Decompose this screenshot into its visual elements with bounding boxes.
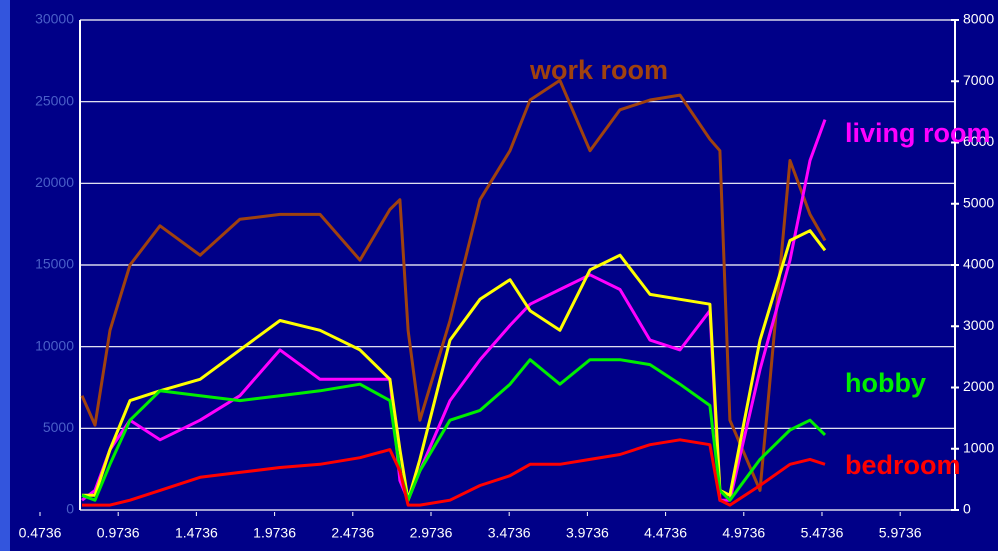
x-tick-label: 4.4736 [644,525,687,541]
y2-tick-label: 3000 [963,317,994,333]
y2-tick-label: 2000 [963,378,994,394]
y-tick-label: 0 [66,501,74,517]
series-label: work room [529,55,668,85]
y2-tick-label: 5000 [963,194,994,210]
y-tick-label: 20000 [35,174,74,190]
series-line [81,358,827,502]
series-label: hobby [845,368,926,398]
x-tick-label: 2.9736 [410,525,453,541]
x-tick-label: 3.9736 [566,525,609,541]
y-tick-label: 5000 [43,419,74,435]
series-line [80,78,827,492]
x-tick-label: 0.9736 [97,525,140,541]
y2-tick-label: 7000 [963,72,994,88]
x-tick-label: 2.4736 [331,525,374,541]
series-label: living room [845,118,991,148]
y-tick-label: 10000 [35,337,74,353]
x-tick-label: 5.9736 [879,525,922,541]
edge-stripe [0,0,10,551]
y2-tick-label: 0 [963,501,971,517]
y-tick-label: 15000 [35,256,74,272]
x-tick-label: 5.4736 [801,525,844,541]
x-tick-label: 3.4736 [488,525,531,541]
series-line [82,438,826,507]
y-tick-label: 25000 [35,92,74,108]
y2-tick-label: 6000 [963,133,994,149]
x-tick-label: 1.9736 [253,525,296,541]
x-tick-label: 1.4736 [175,525,218,541]
x-tick-label: 4.9736 [722,525,765,541]
x-tick-label: 0.4736 [19,525,62,541]
series-label: bedroom [845,450,961,480]
y2-tick-label: 1000 [963,439,994,455]
y2-tick-label: 8000 [963,11,994,27]
y2-tick-label: 4000 [963,256,994,272]
y-tick-label: 30000 [35,11,74,27]
